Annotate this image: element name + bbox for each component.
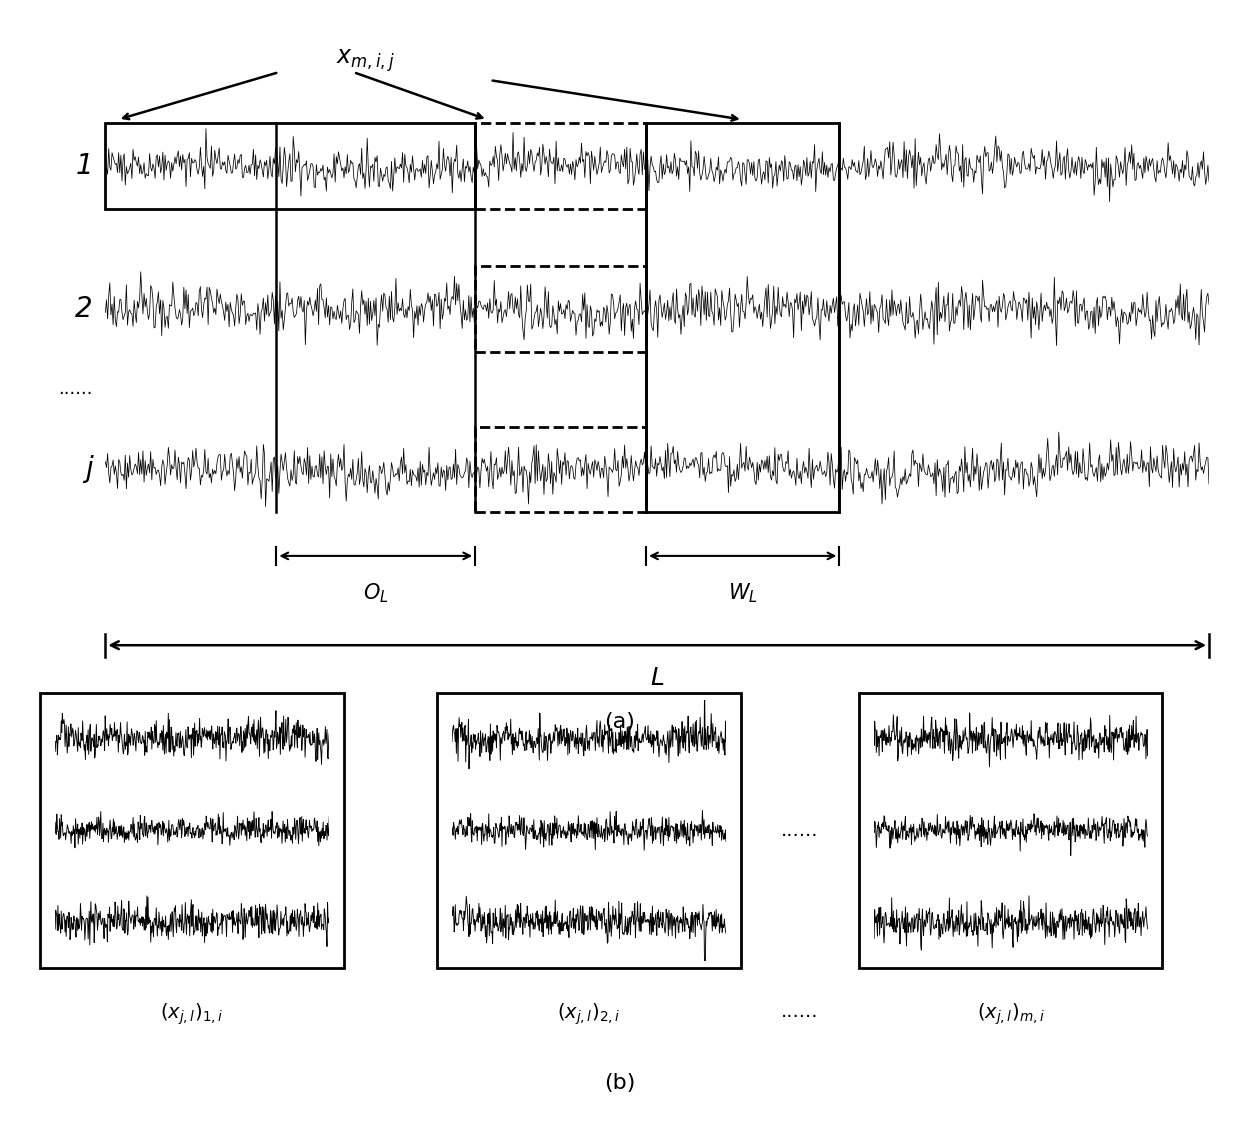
Text: $L$: $L$ xyxy=(650,666,665,689)
Text: $x_{m,i,j}$: $x_{m,i,j}$ xyxy=(336,48,396,74)
Text: j: j xyxy=(86,456,93,483)
Text: (b): (b) xyxy=(604,1073,636,1092)
Bar xyxy=(40,693,343,968)
Text: $(x_{j,l})_{m,i}$: $(x_{j,l})_{m,i}$ xyxy=(977,1002,1044,1027)
Bar xyxy=(105,124,475,208)
Bar xyxy=(475,124,646,208)
Text: $(x_{j,l})_{2,i}$: $(x_{j,l})_{2,i}$ xyxy=(557,1002,621,1027)
Text: ......: ...... xyxy=(58,380,93,398)
Text: (a): (a) xyxy=(605,712,635,732)
Bar xyxy=(475,267,646,353)
Bar xyxy=(475,427,646,513)
Text: $W_L$: $W_L$ xyxy=(728,582,758,605)
Text: ......: ...... xyxy=(781,821,818,839)
Text: 1: 1 xyxy=(76,152,93,180)
Text: $(x_{j,l})_{1,i}$: $(x_{j,l})_{1,i}$ xyxy=(160,1002,224,1027)
Text: ......: ...... xyxy=(781,1002,818,1021)
Text: $O_L$: $O_L$ xyxy=(363,582,388,605)
Text: 2: 2 xyxy=(76,295,93,323)
Bar xyxy=(436,693,740,968)
Bar xyxy=(646,124,839,513)
Bar xyxy=(858,693,1162,968)
